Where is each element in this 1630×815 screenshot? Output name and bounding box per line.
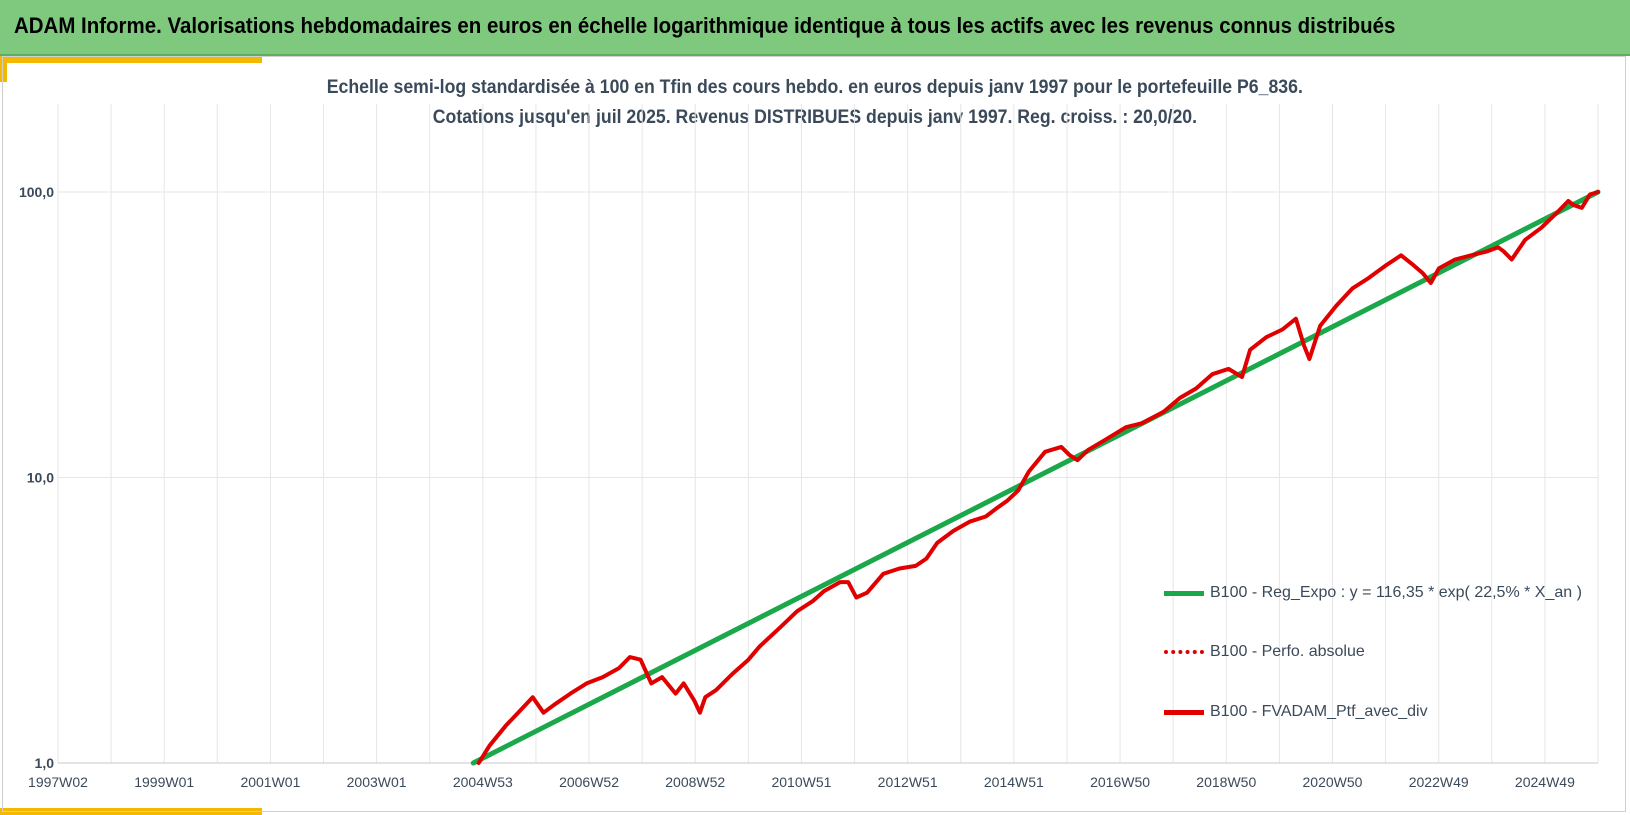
x-tick-label: 2008W52 <box>665 774 725 790</box>
x-tick-label: 1997W02 <box>28 774 88 790</box>
y-tick-label: 100,0 <box>19 184 54 200</box>
x-tick-label: 2012W51 <box>878 774 938 790</box>
y-tick-label: 1,0 <box>35 755 55 771</box>
x-tick-label: 2022W49 <box>1409 774 1469 790</box>
x-tick-label: 2020W50 <box>1303 774 1363 790</box>
x-tick-label: 2006W52 <box>559 774 619 790</box>
x-tick-label: 2024W49 <box>1515 774 1575 790</box>
x-tick-label: 2010W51 <box>771 774 831 790</box>
x-tick-label: 2003W01 <box>347 774 407 790</box>
x-tick-label: 1999W01 <box>134 774 194 790</box>
x-tick-label: 2014W51 <box>984 774 1044 790</box>
x-tick-label: 2004W53 <box>453 774 513 790</box>
x-tick-label: 2001W01 <box>240 774 300 790</box>
x-tick-label: 2016W50 <box>1090 774 1150 790</box>
y-tick-label: 10,0 <box>27 470 54 486</box>
x-tick-label: 2018W50 <box>1196 774 1256 790</box>
